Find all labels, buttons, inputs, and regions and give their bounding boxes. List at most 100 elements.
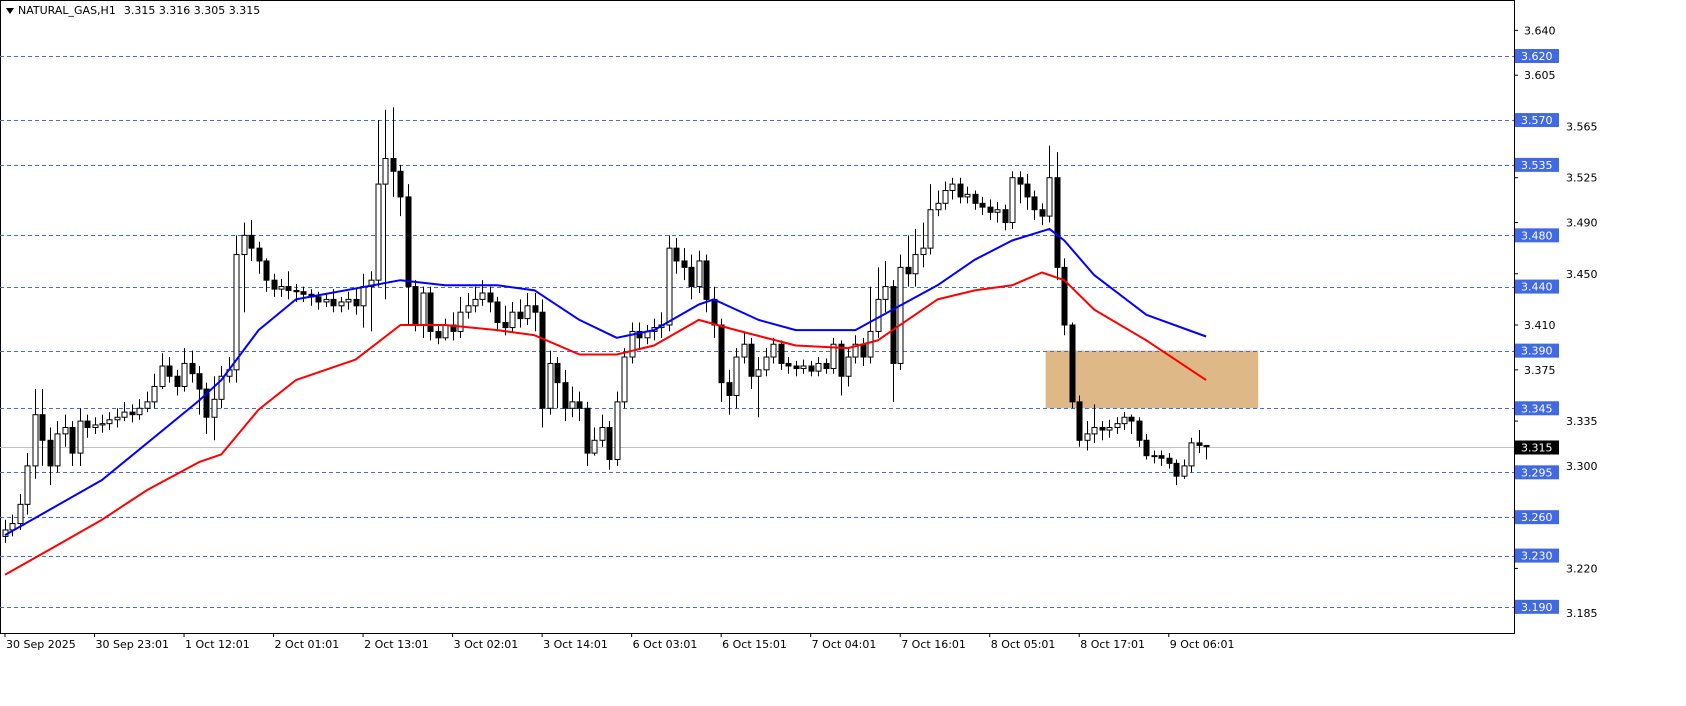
y-tick-label: 3.525 (1566, 172, 1598, 185)
level-price-label: 3.295 (1521, 466, 1553, 479)
candle (591, 427, 598, 456)
candle (949, 177, 956, 200)
candle-body (271, 279, 278, 290)
y-tick-label: 3.300 (1566, 460, 1598, 473)
candle (1046, 145, 1053, 223)
candle (673, 237, 680, 274)
candle-body (159, 365, 166, 387)
candle-body (1017, 177, 1024, 185)
candle-body (375, 183, 382, 281)
candle (808, 360, 815, 377)
candle (420, 286, 427, 338)
candle-body (733, 356, 740, 396)
candle-body (793, 365, 800, 370)
candle (1091, 404, 1098, 443)
candle-body (972, 193, 979, 204)
candle (465, 292, 472, 319)
candle (77, 408, 84, 466)
candle (114, 408, 121, 428)
candle (823, 358, 830, 374)
candle (599, 414, 606, 447)
candle (942, 181, 949, 210)
candle-body (1121, 416, 1128, 425)
level-price-tag (1515, 49, 1559, 63)
candle-body (562, 382, 569, 409)
candle (412, 280, 419, 332)
candle (920, 222, 927, 268)
candle-body (621, 356, 628, 403)
candle-body (1188, 442, 1195, 467)
candle (1136, 417, 1143, 447)
candle (927, 184, 934, 255)
candle-body (405, 196, 412, 288)
candle (755, 357, 762, 418)
level-price-tag (1515, 157, 1559, 172)
candle (203, 382, 210, 434)
candle (218, 366, 225, 409)
candle-body (726, 382, 733, 396)
candle-body (502, 321, 509, 329)
candle-body (681, 260, 688, 268)
candle (159, 353, 166, 390)
y-tick-label: 3.410 (1524, 319, 1556, 332)
symbol-label: NATURAL_GAS,H1 (18, 4, 116, 17)
candle-body (666, 247, 673, 326)
candles (2, 107, 1210, 543)
candle-body (285, 286, 292, 291)
candle-body (487, 292, 494, 303)
candle (151, 373, 158, 409)
candle-body (711, 298, 718, 326)
candle (703, 254, 710, 313)
candle-body (1054, 177, 1061, 268)
candle (785, 357, 792, 374)
candle-body (278, 286, 285, 290)
candle (1054, 152, 1061, 281)
x-tick-label: 9 Oct 06:01 (1170, 638, 1235, 651)
candle (368, 271, 375, 332)
candle-body (203, 388, 210, 418)
level-price-tag (1515, 465, 1559, 480)
candle (300, 286, 307, 302)
x-tick-label: 8 Oct 17:01 (1080, 638, 1145, 651)
candle-body (935, 202, 942, 211)
candle (681, 248, 688, 281)
candle-body (69, 426, 76, 454)
candle (181, 348, 188, 392)
candle-body (1091, 426, 1098, 435)
candle (106, 412, 113, 431)
candle-body (218, 375, 225, 400)
dropdown-triangle-icon[interactable] (6, 7, 14, 14)
candle (1196, 430, 1203, 454)
candle (54, 421, 61, 473)
candle-body (591, 439, 598, 454)
candle (569, 386, 576, 418)
candle (763, 348, 770, 377)
candle (174, 369, 181, 396)
candle (487, 286, 494, 313)
candle-body (1046, 177, 1053, 217)
candle (166, 357, 173, 383)
candle-body (554, 362, 561, 384)
candle (539, 299, 546, 428)
candle (629, 322, 636, 364)
candle-body (233, 254, 240, 371)
level-price-label: 3.260 (1521, 511, 1553, 524)
candle-body (927, 209, 934, 249)
candle (263, 258, 270, 292)
candle-body (1128, 416, 1135, 422)
candle-body (368, 279, 375, 288)
candle (935, 190, 942, 217)
candle (606, 421, 613, 470)
level-price-tag (1515, 279, 1559, 294)
candle-body (524, 305, 531, 320)
level-price-tag (1515, 401, 1559, 416)
plot-frame (0, 0, 1515, 634)
candle (1002, 204, 1009, 231)
candle (2, 519, 9, 543)
candle (39, 389, 46, 466)
candle-body (778, 343, 785, 364)
candle (882, 260, 889, 313)
candle-body (629, 330, 636, 358)
candle-body (84, 420, 91, 428)
